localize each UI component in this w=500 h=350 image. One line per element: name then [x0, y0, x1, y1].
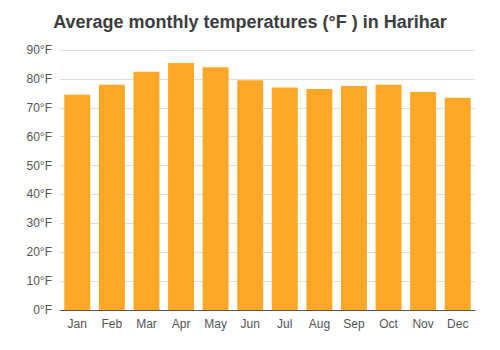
svg-text:Jul: Jul [277, 317, 292, 331]
svg-text:Average monthly temperatures (: Average monthly temperatures (°F ) in Ha… [53, 12, 447, 32]
svg-text:0°F: 0°F [33, 303, 52, 317]
svg-text:Feb: Feb [102, 317, 123, 331]
svg-text:60°F: 60°F [27, 130, 52, 144]
svg-text:Aug: Aug [309, 317, 330, 331]
svg-text:30°F: 30°F [27, 216, 52, 230]
svg-text:Oct: Oct [379, 317, 398, 331]
svg-text:Apr: Apr [172, 317, 191, 331]
svg-text:Nov: Nov [412, 317, 433, 331]
svg-text:20°F: 20°F [27, 245, 52, 259]
svg-text:90°F: 90°F [27, 43, 52, 57]
svg-text:Dec: Dec [447, 317, 468, 331]
svg-text:50°F: 50°F [27, 159, 52, 173]
svg-text:10°F: 10°F [27, 274, 52, 288]
svg-text:May: May [204, 317, 227, 331]
svg-text:Mar: Mar [136, 317, 157, 331]
svg-text:70°F: 70°F [27, 101, 52, 115]
svg-text:80°F: 80°F [27, 72, 52, 86]
svg-text:Sep: Sep [343, 317, 365, 331]
svg-text:Jan: Jan [68, 317, 87, 331]
svg-text:40°F: 40°F [27, 187, 52, 201]
svg-text:Jun: Jun [241, 317, 260, 331]
